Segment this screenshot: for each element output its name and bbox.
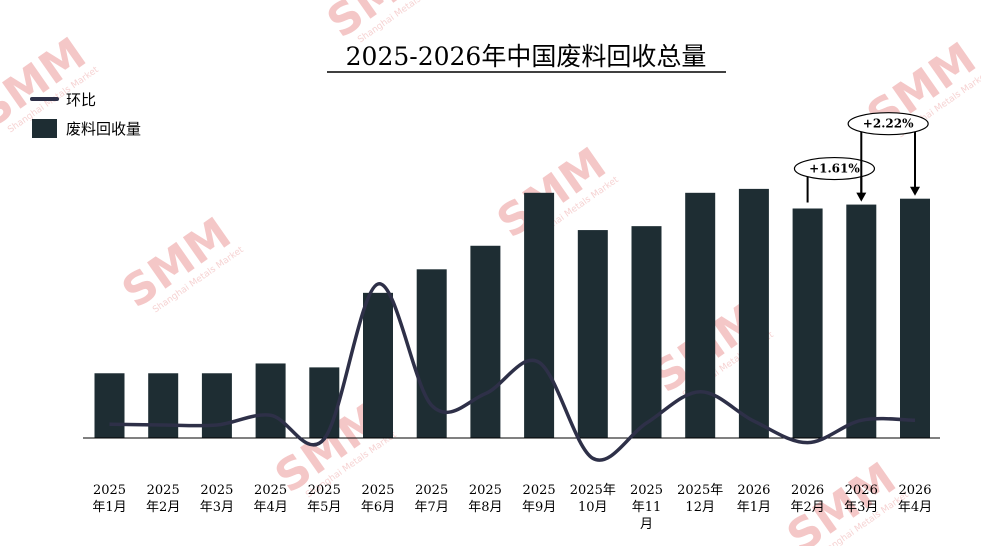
annotation-bubble [847, 112, 929, 136]
bar [577, 230, 608, 438]
bar [738, 188, 769, 438]
x-tick-label: 2025 年5月 [307, 483, 341, 515]
legend: 环比 废料回收量 [30, 91, 141, 138]
legend-bar-swatch [32, 119, 57, 138]
bar [201, 373, 232, 438]
bar [94, 373, 125, 438]
x-tick-label: 2025年 10月 [570, 483, 616, 515]
x-tick-label: 2025年 12月 [677, 483, 723, 515]
growth-annotation: +1.61% [793, 156, 876, 203]
annotation-bubble [793, 156, 876, 181]
bar [631, 226, 662, 438]
x-tick-label: 2025 年6月 [361, 483, 395, 515]
x-tick-label: 2025 年9月 [522, 483, 556, 515]
x-tick-label: 2026 年4月 [898, 483, 932, 515]
x-tick-label: 2026 年2月 [790, 483, 824, 515]
legend-label-line: 环比 [66, 91, 96, 109]
x-tick-label: 2025 年3月 [200, 483, 234, 515]
bar [148, 373, 179, 438]
mom-line [109, 282, 916, 462]
chart-title: 2025-2026年中国废料回收总量 [346, 42, 707, 71]
bar [309, 367, 340, 438]
x-tick-label: 2025 年1月 [92, 483, 126, 515]
x-tick-label: 2025 年4月 [253, 483, 287, 515]
bar-series [94, 188, 930, 438]
bar [685, 192, 716, 438]
growth-annotation: +2.22% [847, 112, 929, 199]
bar [255, 363, 286, 438]
bar [524, 192, 555, 438]
annotations: +1.61% +2.22% [793, 112, 929, 203]
x-tick-label: 2025 年8月 [468, 483, 502, 515]
bar [470, 245, 501, 438]
x-tick-label: 2025 年11 月 [630, 483, 663, 532]
annotation-arrowhead [910, 186, 920, 196]
bar [846, 204, 877, 438]
bar [363, 292, 393, 438]
x-tick-label: 2025 年7月 [415, 483, 449, 515]
bar [900, 198, 930, 438]
bar [792, 208, 823, 438]
x-tick-labels: 2025 年1月 2025 年2月 2025 年3月 2025 年4月 2025 年5月 2025 年… [92, 483, 932, 532]
x-tick-label: 2025 年2月 [146, 483, 180, 515]
annotation-label: +2.22% [863, 117, 914, 131]
legend-label-bar: 废料回收量 [66, 120, 141, 138]
annotation-label: +1.61% [809, 162, 860, 176]
x-tick-label: 2026 年1月 [737, 483, 771, 515]
x-tick-label: 2026 年3月 [844, 483, 878, 515]
